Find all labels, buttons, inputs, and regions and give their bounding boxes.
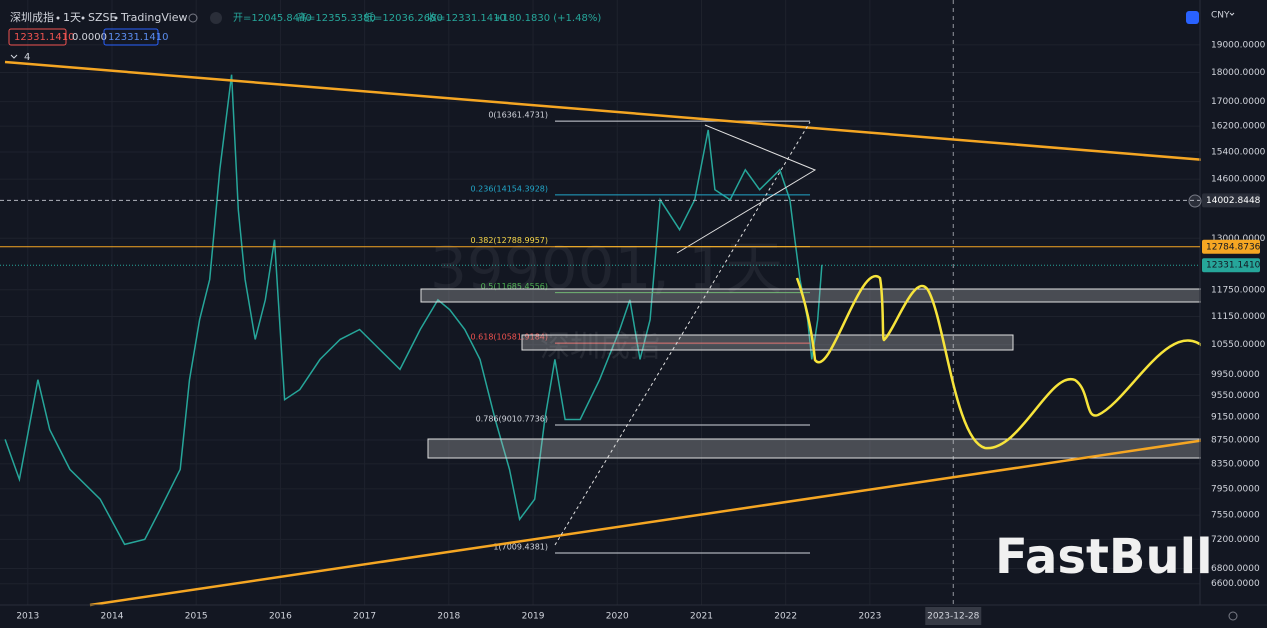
y-tick-label: 9950.0000	[1211, 370, 1260, 380]
status-icon[interactable]	[188, 13, 198, 23]
y-tick-label: 11750.0000	[1211, 285, 1266, 295]
fib-label: 1(7009.4381)	[493, 543, 548, 552]
ohlc: 高=12355.3380	[297, 11, 376, 24]
y-tick-label: 19000.0000	[1211, 40, 1266, 50]
watermark: 399001, 1天	[430, 234, 783, 302]
y-tick-label: 9150.0000	[1211, 413, 1260, 423]
cursor-tag	[925, 607, 982, 625]
x-tick-label: 2016	[269, 612, 292, 622]
price-tag-text: 12331.1410	[1206, 261, 1261, 271]
fib-label: 0.786(9010.7736)	[476, 415, 548, 424]
chevron	[1229, 12, 1235, 16]
fib-label: 0(16361.4731)	[488, 111, 548, 120]
price-axis	[1201, 0, 1267, 628]
add-icon[interactable]	[1188, 194, 1202, 208]
indicator-count: 4	[24, 52, 30, 63]
badge-text: 12331.1410	[14, 32, 74, 43]
x-tick-label: 2018	[437, 612, 460, 622]
symbol: 深圳成指	[10, 10, 54, 24]
x-tick-label: 2013	[16, 612, 39, 622]
triangle	[676, 124, 817, 254]
y-tick-label: 7550.0000	[1211, 511, 1260, 521]
price-tag	[1202, 239, 1260, 254]
x-tick-label: 2017	[353, 612, 376, 622]
zone	[420, 288, 1204, 303]
y-tick-label: 6600.0000	[1211, 579, 1260, 589]
axes: 19000.0000 18000.0000 17000.0000 16200.0000…	[16, 40, 1266, 625]
badge-text: 12331.1410	[108, 32, 168, 43]
diagonal	[554, 121, 811, 546]
fib-label: 0.236(14154.3928)	[471, 184, 549, 193]
platform: TradingView	[120, 11, 187, 24]
separator	[56, 16, 60, 20]
ohlc: 开=12045.8440	[233, 13, 312, 24]
y-tick-label: 7950.0000	[1211, 484, 1260, 494]
separator	[114, 16, 118, 20]
ohlc: 收=12331.1410	[427, 11, 506, 24]
fib-label: 0.618(10581.9184)	[471, 333, 549, 342]
x-tick-label: 2021	[690, 612, 713, 622]
separator	[81, 16, 85, 20]
zone	[521, 334, 1014, 351]
y-tick-label: 7200.0000	[1211, 535, 1260, 545]
fib-label: 0.5(11685.4556)	[481, 282, 548, 291]
price-tag	[1202, 193, 1260, 208]
y-tick-label: 15400.0000	[1211, 147, 1266, 157]
zone	[427, 438, 1204, 459]
y-tick-label: 8350.0000	[1211, 459, 1260, 469]
x-tick-label: 2023	[858, 612, 881, 622]
y-tick-label: 10550.0000	[1211, 340, 1266, 350]
y-tick-label: 17000.0000	[1211, 97, 1266, 107]
auto-button[interactable]	[1186, 11, 1199, 24]
y-tick-label: 13000.0000	[1211, 234, 1266, 244]
x-tick-label: 2020	[606, 612, 629, 622]
currency[interactable]: CNY	[1211, 11, 1230, 21]
brand: FastBull	[995, 529, 1213, 585]
badge-text: 0.0000	[72, 32, 107, 43]
y-tick-label: 8750.0000	[1211, 436, 1260, 446]
collapse-icon[interactable]	[10, 54, 18, 59]
settings-icon[interactable]	[1228, 611, 1238, 621]
y-tick-label: 11150.0000	[1211, 312, 1266, 322]
y-tick-label: 16200.0000	[1211, 122, 1266, 132]
price-tag-text: 14002.8448	[1206, 196, 1261, 206]
eye-icon[interactable]	[210, 12, 222, 24]
projection	[795, 274, 1206, 450]
price-line	[4, 74, 823, 546]
y-tick-label: 9550.0000	[1211, 391, 1260, 401]
price-tag-text: 12784.8736	[1206, 242, 1261, 252]
y-tick-label: 14600.0000	[1211, 175, 1266, 185]
interval: 1天	[63, 11, 81, 24]
cursor-date: 2023-12-28	[927, 612, 980, 622]
badge[interactable]	[8, 28, 67, 46]
y-tick-label: 18000.0000	[1211, 68, 1266, 78]
x-tick-label: 2022	[774, 612, 797, 622]
y-tick-label: 6800.0000	[1211, 564, 1260, 574]
trend-line	[89, 438, 1206, 607]
trend-line	[4, 60, 1206, 162]
price-tag	[1202, 258, 1260, 273]
change: +180.1830 (+1.48%)	[494, 13, 601, 24]
exchange: SZSE	[88, 11, 117, 24]
x-tick-label: 2014	[101, 612, 124, 622]
badge[interactable]	[103, 28, 159, 46]
x-tick-label: 2019	[522, 612, 545, 622]
fib-label: 0.382(12788.9957)	[471, 236, 549, 245]
ohlc: 低=12036.2680	[364, 11, 443, 24]
x-tick-label: 2015	[185, 612, 208, 622]
